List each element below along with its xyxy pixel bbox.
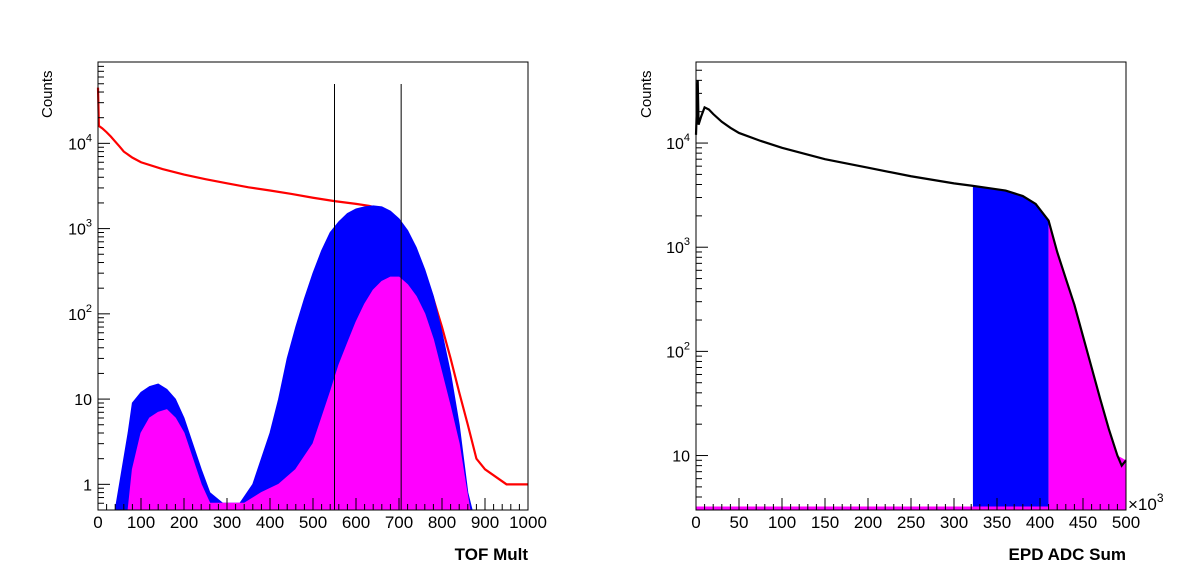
epd-adc-ylabel: Counts (638, 70, 655, 118)
tof-mult-data-layer (96, 84, 528, 511)
epd-adc-xlabel: EPD ADC Sum (1009, 545, 1126, 564)
epd-adc-x-tick-label: 0 (691, 513, 700, 532)
tof-mult-y-tick-label: 104 (68, 132, 92, 153)
tof-mult-x-tick-label: 100 (127, 513, 155, 532)
tof-mult-x-tick-label: 300 (213, 513, 241, 532)
tof-mult-panel: 0 100 200 300 400 500 600 700 800 900 1000 1 10 102 10… (39, 61, 547, 564)
tof-mult-x-tick-label: 200 (170, 513, 198, 532)
tof-mult-series-2-area (127, 276, 471, 511)
epd-adc-x-tick-label: 50 (730, 513, 749, 532)
epd-adc-x-tick-label: 250 (897, 513, 925, 532)
epd-adc-x-tick-label: 150 (811, 513, 839, 532)
epd-adc-series-0-band (972, 186, 1049, 510)
tof-mult-ylabel: Counts (39, 70, 56, 118)
epd-adc-x-multiplier: ×103 (1128, 491, 1164, 514)
tof-mult-y-tick-label: 10 (74, 392, 92, 409)
tof-mult-x-tick-label: 400 (256, 513, 284, 532)
tof-mult-y-tick-label: 103 (68, 218, 92, 239)
tof-mult-y-tick-label: 1 (83, 477, 92, 494)
tof-mult-ticks: 0 100 200 300 400 500 600 700 800 900 1000 1 10 102 10… (68, 61, 547, 532)
tof-mult-x-tick-label: 700 (385, 513, 413, 532)
epd-adc-data-layer (694, 80, 1127, 510)
epd-adc-x-tick-label: 400 (1026, 513, 1054, 532)
tof-mult-x-tick-label: 900 (471, 513, 499, 532)
epd-adc-x-tick-label: 300 (940, 513, 968, 532)
epd-adc-x-tick-label: 200 (854, 513, 882, 532)
epd-adc-series-1-band (1048, 220, 1126, 510)
epd-adc-series-2-line (694, 80, 1127, 468)
epd-adc-x-tick-label: 350 (983, 513, 1011, 532)
epd-adc-y-tick-label: 102 (666, 340, 690, 361)
tof-mult-x-tick-label: 1000 (509, 513, 547, 532)
tof-mult-xlabel: TOF Mult (455, 545, 529, 564)
epd-adc-panel: 0 50 100 150 200 250 300 350 400 450 500 10 102 103 10… (638, 61, 1164, 564)
tof-mult-y-tick-label: 102 (68, 303, 92, 324)
epd-adc-ticks: 0 50 100 150 200 250 300 350 400 450 500 10 102 103 10… (666, 61, 1140, 532)
tof-mult-x-tick-label: 500 (299, 513, 327, 532)
tof-mult-x-tick-label: 800 (428, 513, 456, 532)
epd-adc-y-tick-label: 10 (672, 449, 690, 466)
tof-mult-x-tick-label: 600 (342, 513, 370, 532)
tof-mult-series-0-line (96, 87, 528, 486)
epd-adc-y-tick-label: 103 (666, 236, 690, 257)
epd-adc-x-tick-label: 450 (1069, 513, 1097, 532)
epd-adc-x-tick-label: 500 (1112, 513, 1140, 532)
epd-adc-y-tick-label: 104 (666, 132, 690, 153)
epd-adc-x-tick-label: 100 (768, 513, 796, 532)
tof-mult-x-tick-label: 0 (93, 513, 102, 532)
